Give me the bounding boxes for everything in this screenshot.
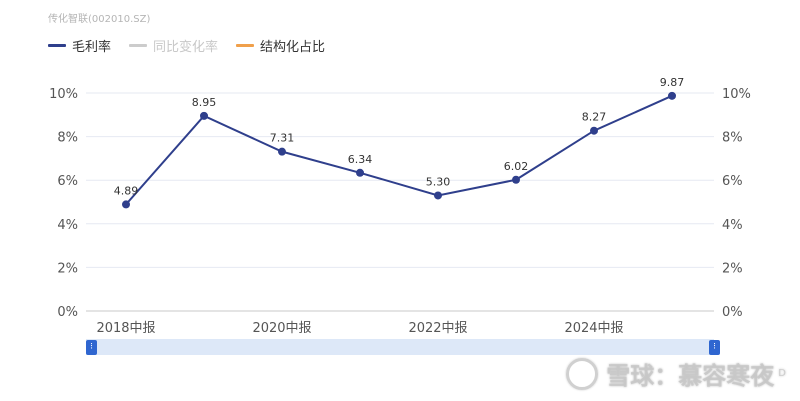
data-label: 6.34 (348, 153, 373, 166)
watermark: 雪球：慕容寒夜 D (566, 356, 786, 391)
y-tick-label-left: 0% (57, 305, 78, 320)
legend-label-yoy-change: 同比变化率 (153, 40, 219, 55)
y-tick-label-right: 8% (722, 131, 743, 146)
zoom-slider-track[interactable] (86, 339, 714, 355)
data-point (590, 126, 598, 135)
y-tick-label-right: 6% (722, 174, 743, 189)
data-point (434, 191, 442, 200)
snowball-logo-icon (566, 357, 599, 390)
watermark-tail: D (778, 368, 786, 379)
y-tick-label-left: 6% (57, 174, 78, 189)
legend-swatch-structure-ratio (236, 44, 255, 47)
x-tick-label: 2018中报 (96, 321, 155, 336)
data-point (200, 111, 208, 120)
legend-item-gross-margin[interactable]: 毛利率 (48, 36, 111, 55)
data-point (278, 147, 286, 156)
data-point (356, 168, 364, 177)
data-point (122, 200, 130, 209)
y-tick-label-right: 0% (722, 305, 743, 320)
y-tick-label-right: 10% (722, 87, 751, 102)
legend-label-structure-ratio: 结构化占比 (260, 40, 326, 55)
x-tick-label: 2022中报 (408, 321, 467, 336)
data-label: 8.27 (582, 111, 607, 124)
legend-item-yoy-change[interactable]: 同比变化率 (129, 36, 218, 55)
zoom-slider-left-handle[interactable]: ⁝ (86, 340, 97, 355)
watermark-text: 雪球：慕容寒夜 (606, 362, 775, 390)
legend-item-structure-ratio[interactable]: 结构化占比 (236, 36, 325, 55)
x-tick-label: 2024中报 (564, 321, 623, 336)
data-point (668, 91, 676, 100)
y-tick-label-left: 8% (57, 131, 78, 146)
data-label: 5.30 (426, 175, 451, 188)
zoom-slider-right-handle[interactable]: ⁝ (709, 340, 720, 355)
y-tick-label-right: 4% (722, 218, 743, 233)
x-tick-label: 2020中报 (252, 321, 311, 336)
legend-label-gross-margin: 毛利率 (72, 40, 112, 55)
series-line-gross-margin (125, 94, 673, 206)
data-point (512, 175, 520, 184)
data-label: 4.89 (114, 184, 139, 197)
legend: 毛利率 同比变化率 结构化占比 (48, 36, 325, 55)
legend-swatch-gross-margin (48, 44, 66, 47)
source-label: 传化智联(002010.SZ) (48, 14, 151, 25)
y-tick-label-left: 4% (57, 218, 78, 233)
data-label: 9.87 (660, 76, 685, 89)
data-label: 7.31 (270, 132, 295, 145)
data-label: 8.95 (192, 96, 217, 109)
data-label: 6.02 (504, 160, 529, 173)
y-tick-label-left: 10% (49, 87, 78, 102)
legend-swatch-yoy-change (129, 44, 148, 47)
y-tick-label-right: 2% (722, 261, 743, 276)
y-tick-label-left: 2% (57, 261, 78, 276)
